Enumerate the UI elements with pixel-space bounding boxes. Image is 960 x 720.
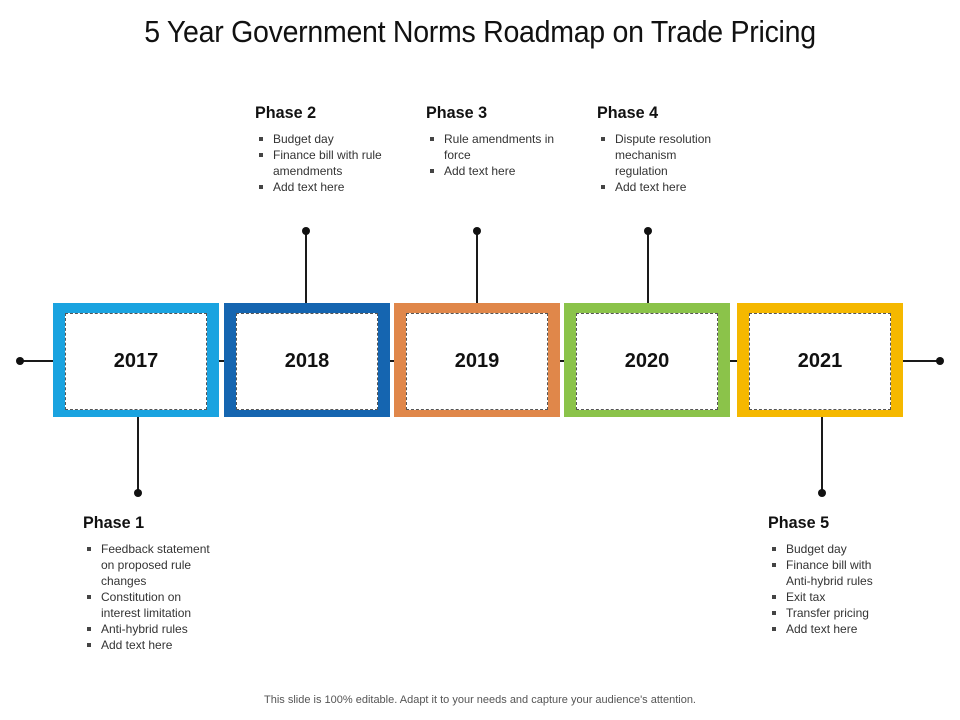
phase-item: Transfer pricing — [768, 605, 898, 621]
timeline-start-dot — [16, 357, 24, 365]
phase-item: Finance bill with Anti-hybrid rules — [768, 557, 898, 589]
phase-item: Exit tax — [768, 589, 898, 605]
year-label: 2020 — [624, 350, 670, 372]
phase-3-block: Phase 3 Rule amendments in force Add tex… — [426, 103, 586, 179]
phase-item: Finance bill with rule amendments — [255, 147, 385, 179]
year-box-2020: 2020 — [564, 303, 730, 417]
connector-dot-phase-4 — [644, 227, 652, 235]
year-box-2018: 2018 — [224, 303, 390, 417]
year-label: 2018 — [284, 350, 330, 372]
connector-phase-3 — [476, 231, 478, 303]
phase-item: Anti-hybrid rules — [83, 621, 211, 637]
connector-dot-phase-3 — [473, 227, 481, 235]
phase-title: Phase 2 — [255, 103, 317, 122]
phase-item: Feedback statement on proposed rule chan… — [83, 541, 211, 589]
timeline-end-dot — [936, 357, 944, 365]
phase-item: Add text here — [83, 637, 211, 653]
phase-item: Rule amendments in force — [426, 131, 556, 163]
phase-items: Dispute resolution mechanism regulation … — [597, 131, 757, 195]
phase-item: Budget day — [255, 131, 385, 147]
phase-items: Budget day Finance bill with rule amendm… — [255, 131, 415, 195]
phase-item: Dispute resolution mechanism regulation — [597, 131, 727, 179]
connector-phase-5 — [821, 417, 823, 493]
year-box-inner: 2019 — [406, 313, 548, 410]
connector-phase-2 — [305, 231, 307, 303]
phase-title: Phase 3 — [426, 103, 488, 122]
page-title: 5 Year Government Norms Roadmap on Trade… — [144, 14, 816, 49]
phase-items: Rule amendments in force Add text here — [426, 131, 586, 179]
year-box-inner: 2018 — [236, 313, 378, 410]
phase-item: Budget day — [768, 541, 898, 557]
phase-2-block: Phase 2 Budget day Finance bill with rul… — [255, 103, 415, 195]
connector-dot-phase-5 — [818, 489, 826, 497]
connector-dot-phase-2 — [302, 227, 310, 235]
phase-4-block: Phase 4 Dispute resolution mechanism reg… — [597, 103, 757, 195]
year-box-inner: 2020 — [576, 313, 718, 410]
year-box-inner: 2021 — [749, 313, 891, 410]
year-box-2021: 2021 — [737, 303, 903, 417]
phase-item: Add text here — [255, 179, 385, 195]
connector-dot-phase-1 — [134, 489, 142, 497]
phase-items: Feedback statement on proposed rule chan… — [83, 541, 243, 653]
phase-title: Phase 1 — [83, 513, 145, 532]
year-label: 2021 — [797, 350, 843, 372]
year-box-2017: 2017 — [53, 303, 219, 417]
phase-1-block: Phase 1 Feedback statement on proposed r… — [83, 513, 243, 653]
phase-5-block: Phase 5 Budget day Finance bill with Ant… — [768, 513, 928, 637]
year-label: 2019 — [454, 350, 500, 372]
year-box-2019: 2019 — [394, 303, 560, 417]
phase-item: Add text here — [426, 163, 556, 179]
phase-items: Budget day Finance bill with Anti-hybrid… — [768, 541, 928, 637]
connector-phase-4 — [647, 231, 649, 303]
year-label: 2017 — [113, 350, 159, 372]
phase-item: Add text here — [597, 179, 727, 195]
phase-title: Phase 5 — [768, 513, 830, 532]
phase-title: Phase 4 — [597, 103, 659, 122]
connector-phase-1 — [137, 417, 139, 493]
phase-item: Add text here — [768, 621, 898, 637]
footer-note: This slide is 100% editable. Adapt it to… — [264, 694, 696, 706]
year-box-inner: 2017 — [65, 313, 207, 410]
phase-item: Constitution on interest limitation — [83, 589, 211, 621]
